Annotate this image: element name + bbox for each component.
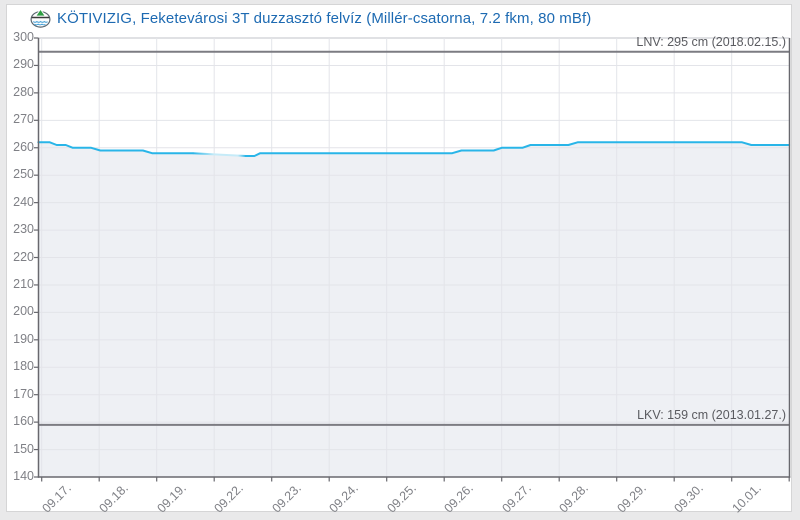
weir-gauge-icon bbox=[30, 8, 51, 28]
lkv-label: LKV: 159 cm (2013.01.27.) bbox=[637, 407, 786, 422]
y-tick-label: 300 bbox=[13, 30, 34, 44]
water-level-line bbox=[244, 141, 791, 157]
water-level-line bbox=[37, 141, 194, 155]
y-tick-label: 230 bbox=[13, 222, 34, 237]
y-tick-label: 210 bbox=[13, 276, 34, 291]
y-tick-label: 280 bbox=[13, 84, 34, 99]
y-tick-label: 240 bbox=[13, 194, 34, 209]
y-tick-label: 270 bbox=[13, 112, 34, 127]
y-tick-label: 220 bbox=[13, 249, 34, 264]
chart-header: KÖTIVIZIG, Feketevárosi 3T duzzasztó fel… bbox=[30, 8, 591, 28]
y-tick-label: 160 bbox=[13, 414, 34, 429]
y-tick-label: 140 bbox=[13, 469, 34, 483]
y-tick-label: 150 bbox=[13, 441, 34, 456]
y-tick-label: 290 bbox=[13, 57, 34, 72]
y-tick-label: 190 bbox=[13, 331, 34, 346]
y-tick-label: 170 bbox=[13, 386, 34, 401]
y-tick-label: 200 bbox=[13, 304, 34, 319]
page-title: KÖTIVIZIG, Feketevárosi 3T duzzasztó fel… bbox=[57, 9, 592, 27]
water-level-line-faded bbox=[192, 152, 246, 157]
y-tick-label: 180 bbox=[13, 359, 34, 374]
series-area bbox=[38, 142, 790, 478]
y-tick-label: 260 bbox=[13, 139, 34, 154]
lnv-label: LNV: 295 cm (2018.02.15.) bbox=[636, 34, 786, 49]
y-tick-label: 250 bbox=[13, 167, 34, 182]
